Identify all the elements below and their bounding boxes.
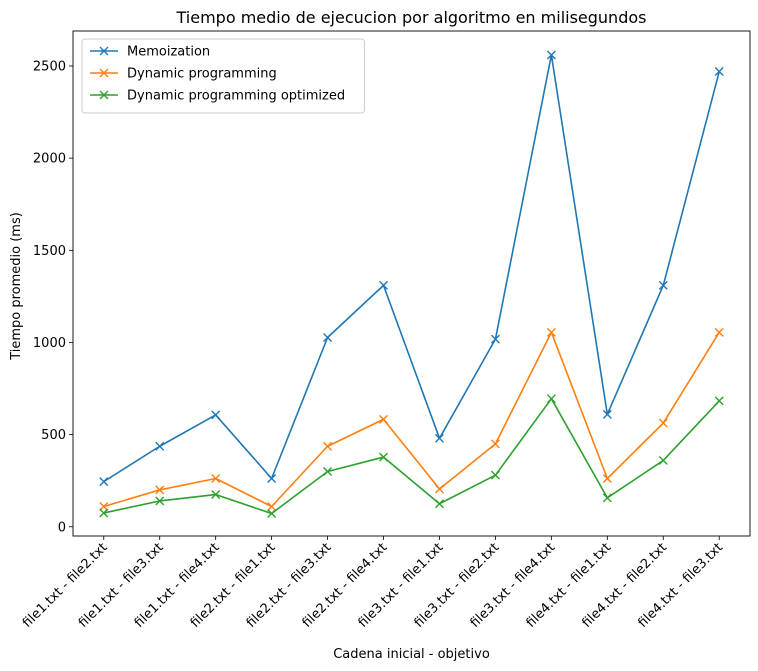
data-point-marker <box>99 502 109 512</box>
data-point-marker <box>379 280 389 290</box>
data-point-marker <box>379 414 389 424</box>
data-point-marker <box>658 455 668 465</box>
data-point-marker <box>434 433 444 443</box>
series-line-1 <box>103 331 720 508</box>
series-line-2 <box>103 397 720 515</box>
data-point-marker <box>211 410 221 420</box>
data-point-marker <box>323 441 333 451</box>
y-axis-label: Tiempo promedio (ms) <box>9 212 24 361</box>
legend-label: Dynamic programming optimized <box>127 89 345 104</box>
y-tick-label: 0 <box>58 520 66 535</box>
data-point-marker <box>546 327 556 337</box>
chart-title: Tiempo medio de ejecucion por algoritmo … <box>176 8 647 27</box>
y-tick-label: 1000 <box>33 336 66 351</box>
data-point-marker <box>546 394 556 404</box>
legend-marker <box>99 68 109 78</box>
y-tick-label: 2000 <box>33 152 66 167</box>
data-point-marker <box>714 67 724 77</box>
legend-marker <box>99 46 109 56</box>
data-point-marker <box>211 474 221 483</box>
data-point-marker <box>714 396 724 406</box>
series-line-0 <box>103 54 721 483</box>
legend-label: Dynamic programming <box>127 67 277 82</box>
data-point-marker <box>379 452 389 462</box>
y-tick-label: 2500 <box>33 60 66 75</box>
x-axis-label: Cadena inicial - objetivo <box>333 647 490 662</box>
data-point-marker <box>434 484 444 494</box>
y-tick-label: 500 <box>41 428 66 443</box>
legend-box <box>81 38 365 114</box>
data-point-marker <box>546 50 556 60</box>
legend-marker <box>99 90 109 100</box>
y-tick-label: 1500 <box>33 244 66 259</box>
data-point-marker <box>99 508 109 518</box>
data-point-marker <box>490 439 500 449</box>
data-point-marker <box>658 280 668 290</box>
data-point-marker <box>714 327 724 337</box>
data-point-marker <box>99 477 109 487</box>
data-point-marker <box>267 474 277 483</box>
data-point-marker <box>155 496 165 506</box>
legend: Memoization Dynamic programming Dynamic pr… <box>81 38 365 114</box>
data-point-marker <box>434 499 444 509</box>
data-point-marker <box>602 474 612 483</box>
data-point-marker <box>602 493 612 503</box>
axes-frame <box>72 30 751 537</box>
data-point-marker <box>602 409 612 419</box>
data-point-marker <box>323 333 333 342</box>
data-point-marker <box>323 466 333 476</box>
data-point-marker <box>490 470 500 480</box>
data-point-marker <box>267 502 277 512</box>
data-point-marker <box>267 509 277 519</box>
data-point-marker <box>211 490 221 500</box>
data-point-marker <box>490 334 500 344</box>
data-point-marker <box>155 441 165 451</box>
data-point-marker <box>155 485 165 495</box>
data-point-marker <box>658 418 668 428</box>
legend-label: Memoization <box>127 45 210 60</box>
